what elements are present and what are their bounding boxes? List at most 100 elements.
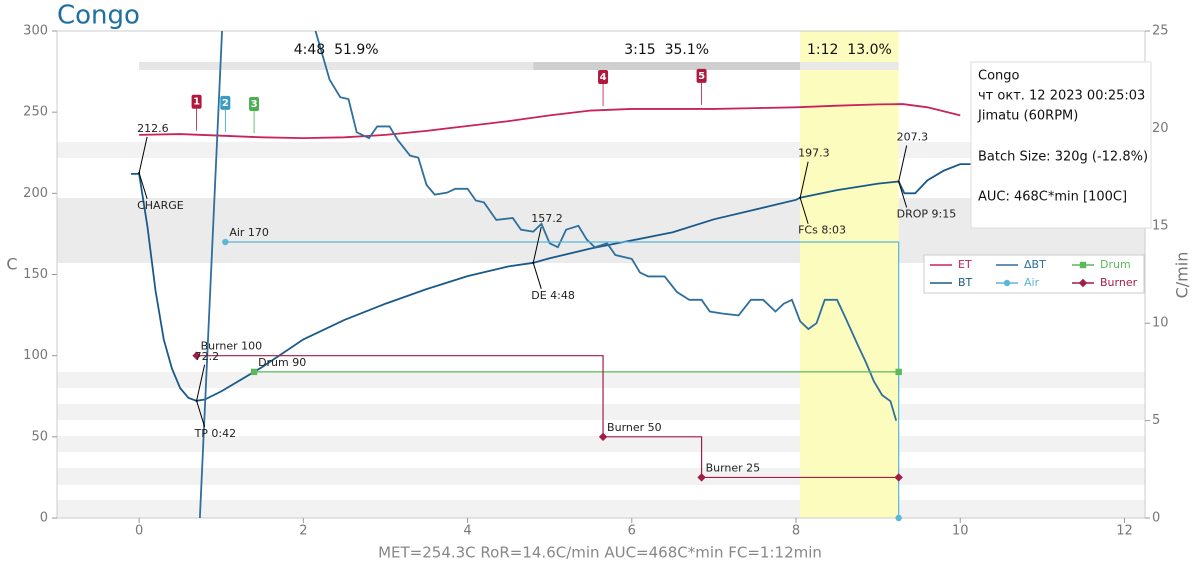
y-tick-label: 300 xyxy=(23,24,48,39)
annotation-value: 207.3 xyxy=(897,130,929,143)
info-box xyxy=(970,61,1152,229)
info-line: Congo xyxy=(978,69,1020,84)
band xyxy=(57,468,1145,485)
y2-tick-label: 5 xyxy=(1152,413,1160,428)
annotation-leader xyxy=(138,172,148,200)
band xyxy=(57,198,1145,263)
phase-label: 1:12 13.0% xyxy=(807,42,892,58)
annotation-leader xyxy=(196,364,206,401)
event-point xyxy=(897,180,900,183)
annotation-leader xyxy=(138,136,148,173)
footer-stats: MET=254.3C RoR=14.6C/min AUC=468C*min FC… xyxy=(378,544,822,562)
annotation-value: 157.2 xyxy=(531,212,563,225)
y2-tick-label: 15 xyxy=(1152,218,1169,233)
annotation-name: CHARGE xyxy=(137,199,184,212)
info-line: AUC: 468C*min [100C] xyxy=(978,190,1127,205)
info-line: Batch Size: 320g (-12.8%) xyxy=(978,150,1148,165)
x-tick-label: 4 xyxy=(463,524,471,539)
y2-tick-label: 0 xyxy=(1152,511,1160,526)
y2-axis-label: C/min xyxy=(1173,252,1192,299)
event-point xyxy=(532,261,535,264)
annotation-leader xyxy=(898,145,908,182)
chart-title: Congo xyxy=(57,1,140,31)
x-tick-label: 0 xyxy=(135,524,143,539)
marker xyxy=(1078,278,1088,288)
band xyxy=(57,500,1145,518)
event-label: Drum 90 xyxy=(258,356,306,369)
marker xyxy=(697,473,706,482)
y-tick-label: 100 xyxy=(23,348,48,363)
legend-label: Drum xyxy=(1100,258,1131,271)
event-label: Burner 50 xyxy=(607,421,662,434)
series-line xyxy=(196,355,899,479)
y2-tick-label: 10 xyxy=(1152,316,1169,331)
flag xyxy=(220,95,231,110)
annotation-value: 197.3 xyxy=(798,147,830,160)
development-highlight xyxy=(800,31,899,518)
phase-bar xyxy=(533,62,801,70)
legend-label: Burner xyxy=(1100,276,1138,289)
legend-label: Air xyxy=(1024,276,1040,289)
marker xyxy=(1003,279,1011,287)
marker xyxy=(250,368,258,376)
flag xyxy=(249,97,260,112)
marker xyxy=(895,368,902,376)
x-tick-label: 8 xyxy=(792,524,800,539)
legend-label: BT xyxy=(958,276,973,289)
annotation-name: DROP 9:15 xyxy=(897,207,957,220)
top-layer: 4:48 51.9% 3:15 35.1% 1:12 13.0% Congo чт ок… xyxy=(294,42,1148,289)
band xyxy=(57,404,1145,420)
y2-tick-label: 20 xyxy=(1152,121,1169,136)
flag-number: 2 xyxy=(222,98,229,109)
flag-number: 1 xyxy=(193,97,200,108)
annotation-leader xyxy=(532,226,542,263)
phase-bar xyxy=(139,62,534,70)
legend-label: ET xyxy=(958,258,972,271)
legend-label: ΔBT xyxy=(1024,258,1046,271)
event-point xyxy=(138,171,141,174)
annotation-leader xyxy=(898,181,908,208)
annotation-name: TP 0:42 xyxy=(194,427,237,440)
marker xyxy=(222,238,229,246)
series-line xyxy=(225,241,900,518)
marker xyxy=(598,432,608,442)
legend-box xyxy=(923,254,1145,294)
marker xyxy=(1079,261,1087,269)
phase-label: 3:15 35.1% xyxy=(624,42,709,58)
annotation-leader xyxy=(196,400,206,427)
y-tick-label: 200 xyxy=(23,186,48,201)
event-label: Air 170 xyxy=(229,226,269,239)
y-tick-label: 250 xyxy=(23,105,48,120)
event-label: Burner 25 xyxy=(706,461,761,474)
x-tick-label: 2 xyxy=(299,524,307,539)
flag-number: 5 xyxy=(698,71,705,82)
annotation-leader xyxy=(799,197,809,224)
band xyxy=(57,372,1145,388)
flag-number: 3 xyxy=(251,99,258,110)
flag-number: 4 xyxy=(600,72,607,83)
y-tick-label: 0 xyxy=(40,511,48,526)
x-tick-label: 6 xyxy=(628,524,636,539)
event-point xyxy=(195,399,198,402)
marker xyxy=(894,473,903,482)
y-tick-label: 50 xyxy=(31,429,48,444)
flag xyxy=(191,94,202,109)
phase-bar xyxy=(800,62,899,70)
annotation-name: DE 4:48 xyxy=(531,289,575,302)
y-axis-label: C xyxy=(6,255,17,274)
marker xyxy=(192,351,201,360)
x-tick-label: 10 xyxy=(952,524,969,539)
flag xyxy=(598,70,609,85)
event-label: Burner 100 xyxy=(201,340,263,353)
y2-tick-label: 25 xyxy=(1152,24,1169,39)
annotation-name: FCs 8:03 xyxy=(798,224,846,237)
marker xyxy=(895,514,902,522)
annotation-leader xyxy=(532,262,542,289)
info-line: чт окт. 12 2023 00:25:03 xyxy=(978,89,1145,104)
annotation-value: 212.6 xyxy=(137,122,169,135)
annotation-value: 72.2 xyxy=(195,350,220,363)
phase-label: 4:48 51.9% xyxy=(294,42,379,58)
flag xyxy=(696,68,707,83)
